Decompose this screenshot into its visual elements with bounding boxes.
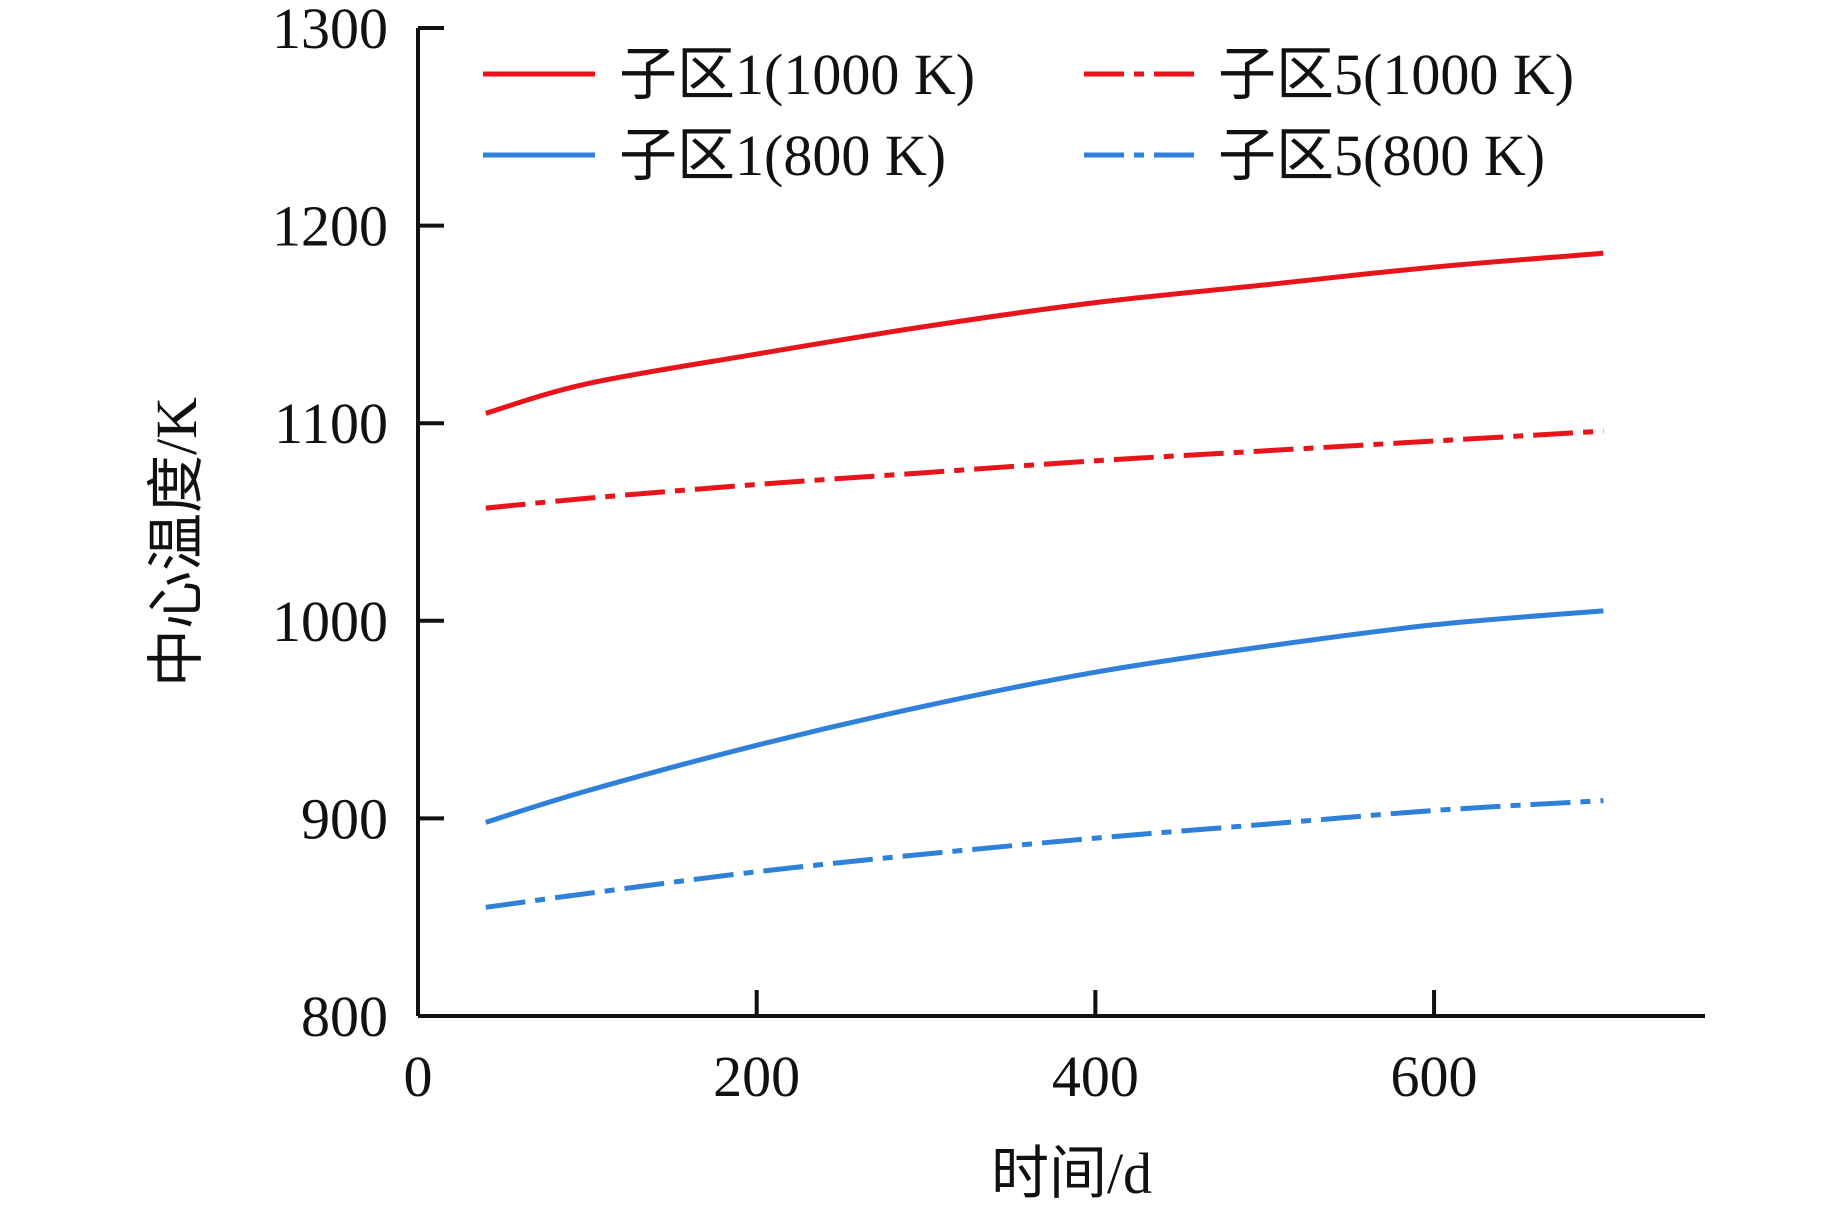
x-tick-label: 400 bbox=[1052, 1044, 1139, 1109]
y-axis-label: 中心温度/K bbox=[144, 397, 209, 687]
legend-item-4: 子区5(800 K) bbox=[1084, 123, 1545, 188]
legend-label: 子区5(800 K) bbox=[1218, 123, 1545, 188]
x-tick-label: 0 bbox=[404, 1044, 433, 1109]
series-line-4 bbox=[485, 798, 1604, 910]
axes-layer bbox=[416, 28, 1705, 1018]
ticks-layer: 800 900 1000 1100 1200 1300 0 200 400 600 bbox=[272, 0, 1478, 1109]
series-line-2 bbox=[485, 428, 1604, 511]
legend: 子区1(1000 K) 子区5(1000 K) 子区1(800 K) 子区5(800 … bbox=[483, 42, 1574, 188]
y-tick-label: 1100 bbox=[274, 391, 388, 456]
legend-label: 子区1(1000 K) bbox=[619, 42, 975, 107]
series-line-1 bbox=[485, 250, 1604, 416]
legend-label: 子区5(1000 K) bbox=[1218, 42, 1574, 107]
y-tick-label: 1300 bbox=[272, 0, 388, 61]
series-layer bbox=[484, 250, 1604, 910]
y-tick-label: 900 bbox=[301, 786, 388, 851]
y-tick-label: 800 bbox=[301, 984, 388, 1049]
legend-item-3: 子区1(800 K) bbox=[483, 123, 946, 188]
y-tick-label: 1200 bbox=[272, 194, 388, 259]
x-tick-label: 200 bbox=[713, 1044, 800, 1109]
x-axis-label: 时间/d bbox=[991, 1141, 1152, 1206]
legend-item-1: 子区1(1000 K) bbox=[483, 42, 975, 107]
axis-labels: 时间/d 中心温度/K bbox=[144, 397, 1152, 1206]
x-tick-label: 600 bbox=[1391, 1044, 1478, 1109]
series-line-3 bbox=[484, 608, 1604, 825]
legend-item-2: 子区5(1000 K) bbox=[1084, 42, 1574, 107]
legend-label: 子区1(800 K) bbox=[619, 123, 946, 188]
y-tick-label: 1000 bbox=[272, 589, 388, 654]
